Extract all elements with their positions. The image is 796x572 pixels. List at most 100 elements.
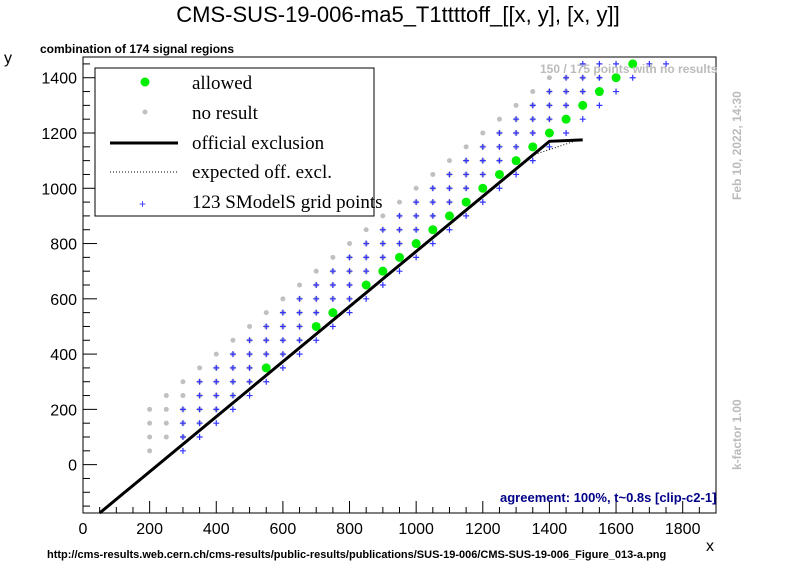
grid-point — [396, 268, 403, 275]
grid-point — [546, 88, 553, 95]
grid-point — [546, 116, 553, 123]
no-result-point — [147, 420, 153, 426]
grid-point — [179, 434, 186, 440]
grid-point — [479, 171, 486, 178]
y-axis-label: y — [4, 50, 12, 67]
grid-point — [313, 309, 320, 316]
grid-point — [279, 337, 286, 344]
x-tick-label: 200 — [136, 521, 163, 538]
agreement-note: agreement: 100%, t~0.8s [clip-c2-1] — [500, 490, 717, 505]
grid-point — [629, 74, 636, 81]
no-result-point — [513, 102, 519, 108]
grid-point — [313, 337, 320, 344]
y-tick-label: 400 — [50, 347, 77, 364]
grid-point — [329, 268, 336, 275]
allowed-point — [494, 169, 504, 179]
grid-point — [246, 351, 253, 358]
grid-point — [213, 364, 220, 371]
allowed-point — [478, 183, 488, 193]
legend-official: official exclusion — [192, 133, 325, 154]
no-result-point — [163, 434, 169, 440]
no-result-point — [163, 420, 169, 426]
no-result-point — [163, 393, 169, 399]
grid-point — [329, 282, 336, 288]
grid-point — [529, 130, 536, 136]
no-result-point — [147, 448, 153, 454]
grid-point — [296, 295, 303, 302]
no-result-point — [180, 393, 186, 399]
no-result-point — [147, 434, 153, 440]
smodels-grid-points — [179, 60, 670, 454]
grid-point — [546, 102, 553, 109]
grid-point — [229, 392, 236, 399]
no-result-point — [213, 351, 219, 357]
grid-point — [196, 420, 203, 427]
grid-point — [563, 74, 570, 81]
allowed-point — [411, 239, 421, 249]
grid-point — [613, 88, 620, 95]
grid-point — [296, 351, 303, 358]
grid-point — [213, 392, 220, 399]
x-tick-label: 1000 — [398, 521, 434, 538]
grid-point — [229, 351, 236, 358]
grid-point — [579, 60, 586, 67]
grid-point — [363, 240, 370, 247]
grid-point — [413, 199, 420, 206]
no-result-point — [413, 185, 419, 191]
grid-point — [613, 60, 620, 67]
grid-point — [263, 351, 270, 358]
grid-point — [313, 282, 320, 288]
grid-point — [363, 254, 370, 261]
grid-point — [446, 171, 453, 178]
grid-point — [346, 309, 353, 316]
grid-point — [429, 199, 436, 206]
grid-point — [296, 337, 303, 344]
allowed-point — [311, 321, 321, 331]
grid-point — [563, 130, 570, 136]
grid-point — [513, 171, 520, 178]
x-tick-label: 400 — [203, 521, 230, 538]
grid-point — [396, 240, 403, 247]
y-tick-label: 0 — [68, 458, 77, 475]
allowed-point — [628, 59, 638, 69]
grid-point — [529, 157, 536, 164]
y-tick-label: 1200 — [41, 126, 77, 143]
grid-point — [463, 171, 470, 178]
grid-point — [246, 364, 253, 371]
x-tick-label: 600 — [270, 521, 297, 538]
kfactor-stamp: k-factor 1.00 — [730, 399, 744, 470]
no-result-point — [380, 213, 386, 219]
legend-grid: 123 SModelS grid points — [192, 192, 383, 213]
legend-allowed-marker — [140, 77, 150, 87]
grid-point — [196, 434, 203, 440]
grid-point — [213, 406, 220, 413]
grid-point — [396, 212, 403, 219]
allowed-point — [528, 142, 538, 152]
grid-point — [246, 378, 253, 385]
no-result-point — [496, 116, 502, 122]
allowed-point — [511, 156, 521, 166]
grid-point — [579, 116, 586, 123]
legend-no-result-marker — [142, 109, 148, 115]
x-tick-label: 1400 — [532, 521, 568, 538]
y-tick-label: 800 — [50, 237, 77, 254]
allowed-point — [328, 308, 338, 318]
grid-point — [196, 406, 203, 413]
allowed-point — [594, 87, 604, 97]
grid-point — [379, 226, 386, 233]
grid-point — [646, 60, 653, 67]
no-result-point — [280, 296, 286, 302]
x-tick-label: 1800 — [665, 521, 701, 538]
grid-point — [446, 199, 453, 206]
grid-point — [346, 268, 353, 275]
x-tick-label: 0 — [79, 521, 88, 538]
grid-point — [529, 116, 536, 123]
grid-point — [346, 282, 353, 288]
grid-point — [513, 143, 520, 150]
date-stamp: Feb 10, 2022, 14:30 — [730, 91, 744, 200]
x-tick-label: 800 — [336, 521, 363, 538]
grid-point — [296, 309, 303, 316]
grid-point — [213, 420, 220, 427]
no-result-point — [430, 171, 436, 177]
no-result-point — [297, 282, 303, 288]
